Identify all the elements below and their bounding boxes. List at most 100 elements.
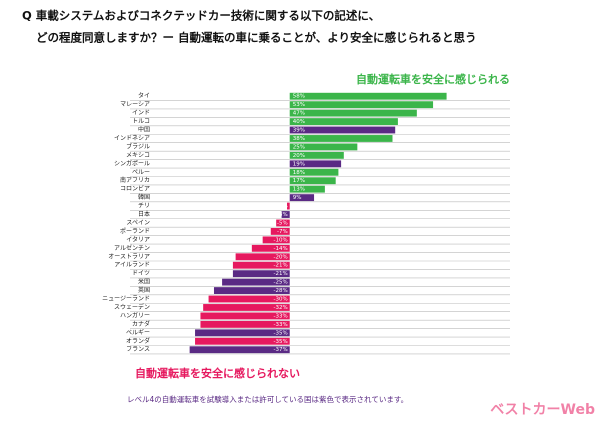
value-label: 47% xyxy=(293,111,305,117)
title-line: Q 車載システムおよびコネクテッドカー技術に関する以下の記述に、 xyxy=(22,9,380,23)
title-line: どの程度同意しますか？ー 自動運転の車に乗ることが、より安全に感じられると思う xyxy=(36,31,477,45)
bar xyxy=(289,151,344,159)
bar xyxy=(189,346,290,354)
category-label: ハンガリー xyxy=(120,311,150,319)
value-label: -1% xyxy=(277,204,288,210)
bar xyxy=(200,320,290,328)
bar xyxy=(289,109,417,117)
value-label: -33% xyxy=(273,313,287,319)
value-label: -21% xyxy=(273,263,287,269)
value-label: 18% xyxy=(293,170,305,176)
bar xyxy=(232,270,290,278)
bar xyxy=(289,185,325,193)
bar xyxy=(287,202,290,210)
bar xyxy=(289,92,447,100)
bar xyxy=(289,160,342,168)
category-label: ペルー xyxy=(132,169,150,176)
value-label: -20% xyxy=(273,254,287,260)
category-label: スペイン xyxy=(126,219,150,226)
bar xyxy=(213,287,290,294)
bar xyxy=(208,295,290,303)
category-label: チリ xyxy=(138,203,150,210)
bar xyxy=(200,312,290,320)
value-label: -3% xyxy=(277,212,288,218)
category-label: ドイツ xyxy=(132,270,150,277)
value-label: 53% xyxy=(293,102,305,108)
category-label: フランス xyxy=(126,346,150,353)
negative-label: 自動運転車を安全に感じられない xyxy=(135,366,300,380)
value-label: -35% xyxy=(273,339,287,345)
value-label: -25% xyxy=(273,280,287,286)
category-label: 韓国 xyxy=(138,193,150,201)
category-label: ポーランド xyxy=(120,227,150,235)
category-label: マレーシア xyxy=(120,101,150,108)
value-label: -37% xyxy=(273,347,287,353)
bar xyxy=(251,244,290,252)
value-label: 58% xyxy=(293,94,305,100)
bar xyxy=(232,261,290,269)
watermark: ベストカーWeb xyxy=(490,402,595,418)
bar xyxy=(289,118,398,125)
value-label: 9% xyxy=(293,195,302,201)
category-label: 中国 xyxy=(138,126,150,134)
category-label: ブラジル xyxy=(126,142,150,150)
value-label: 38% xyxy=(293,136,305,142)
value-label: -14% xyxy=(273,246,287,252)
value-label: -30% xyxy=(273,297,287,303)
category-label: シンガポール xyxy=(114,159,150,167)
category-label: オランダ xyxy=(126,337,150,345)
bar xyxy=(276,219,290,227)
value-label: 39% xyxy=(293,128,305,134)
bar xyxy=(222,278,290,286)
value-label: -32% xyxy=(273,305,287,311)
bar xyxy=(195,337,290,345)
value-label: -33% xyxy=(273,322,287,328)
value-label: 19% xyxy=(293,161,305,167)
category-label: イタリア xyxy=(126,235,150,243)
value-label: 20% xyxy=(293,153,305,159)
category-label: 日本 xyxy=(138,210,150,218)
bar xyxy=(289,135,393,142)
category-label: アイルランド xyxy=(114,262,150,269)
category-label: 米国 xyxy=(138,278,150,286)
category-label: コロンビア xyxy=(120,185,150,193)
bar xyxy=(289,101,434,109)
bar xyxy=(289,143,358,151)
value-label: -35% xyxy=(273,330,287,336)
value-label: 13% xyxy=(293,187,305,193)
value-label: 40% xyxy=(293,119,305,125)
value-label: -21% xyxy=(273,271,287,277)
bar xyxy=(262,236,290,244)
category-label: インド xyxy=(132,110,150,117)
category-label: メキシコ xyxy=(126,152,150,159)
bar xyxy=(289,168,339,176)
category-label: スウェーデン xyxy=(114,303,150,311)
value-label: -7% xyxy=(277,229,288,235)
category-label: トルコ xyxy=(132,118,150,125)
category-label: インドネシア xyxy=(114,135,150,142)
footnote: レベル4の自動運転車を試験導入または許可している国は紫色で表示されています。 xyxy=(127,394,408,404)
positive-label: 自動運転車を安全に感じられる xyxy=(356,72,510,86)
bar xyxy=(195,329,290,337)
category-label: アルゼンチン xyxy=(114,244,150,252)
category-label: カナダ xyxy=(132,320,150,328)
value-label: 25% xyxy=(293,144,305,150)
value-label: -28% xyxy=(273,288,287,294)
bar xyxy=(235,253,290,261)
category-label: オーストラリア xyxy=(108,253,150,260)
bar xyxy=(281,211,290,218)
bar xyxy=(203,304,290,311)
category-label: タイ xyxy=(138,92,150,100)
bar xyxy=(289,194,315,202)
value-label: 17% xyxy=(293,178,305,184)
category-label: 英国 xyxy=(138,286,150,294)
category-label: ニュージーランド xyxy=(102,296,150,303)
category-label: ベルギー xyxy=(126,329,150,336)
bar xyxy=(289,177,336,185)
value-label: -5% xyxy=(277,220,288,226)
category-label: 南アフリカ xyxy=(120,176,150,184)
bar xyxy=(289,126,396,134)
bar xyxy=(270,228,290,235)
